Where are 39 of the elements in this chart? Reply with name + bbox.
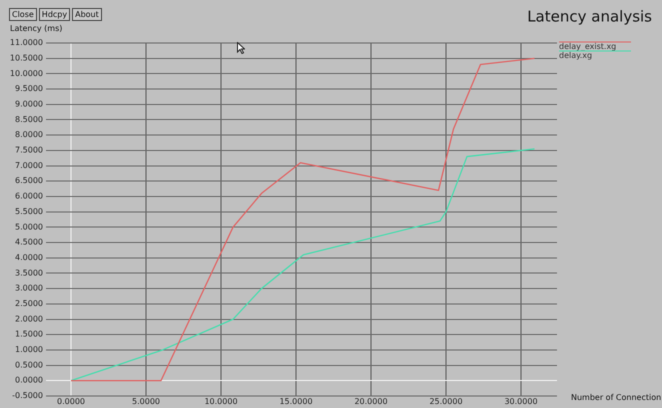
x-tick-label: 25.0000 [429, 396, 463, 406]
y-tick-label: 6.5000 [15, 176, 43, 186]
x-tick-label: 15.0000 [279, 396, 313, 406]
y-tick-label: 8.5000 [15, 114, 43, 124]
y-tick-label: 5.5000 [15, 206, 43, 216]
y-tick-label: 2.5000 [15, 298, 43, 308]
y-tick-label: 3.0000 [15, 284, 43, 293]
y-tick-label: 3.5000 [15, 268, 43, 278]
y-tick-label: -0.5000 [12, 391, 43, 400]
y-tick-label: 10.5000 [10, 53, 43, 62]
y-tick-label: 9.5000 [15, 84, 43, 94]
y-tick-label: 6.0000 [15, 192, 43, 201]
text: Latency analysis [527, 7, 652, 26]
y-tick-label: 0.5000 [15, 360, 43, 370]
y-tick-label: 10.0000 [10, 68, 43, 78]
x-tick-label: 5.0000 [132, 396, 160, 406]
y-tick-label: 4.0000 [15, 252, 43, 262]
y-tick-label: 11.0000 [10, 38, 43, 48]
y-tick-label: 1.0000 [15, 345, 43, 354]
x-tick-label: 0.0000 [57, 396, 85, 406]
y-tick-label: 7.5000 [15, 146, 43, 155]
text: About [72, 8, 102, 21]
y-tick-label: 4.5000 [15, 238, 43, 247]
y-tick-label: 2.0000 [15, 314, 43, 324]
text: Hdcpy [38, 8, 70, 21]
y-tick-label: 9.0000 [15, 99, 43, 108]
x-tick-label: 30.0000 [504, 396, 538, 406]
y-axis-title: Latency (ms) [10, 24, 62, 34]
y-tick-label: 7.0000 [15, 160, 43, 170]
y-tick-label: 5.0000 [15, 222, 43, 232]
text: delay.xg [559, 51, 592, 60]
y-tick-label: 8.0000 [15, 130, 43, 140]
x-tick-label: 10.0000 [204, 396, 238, 406]
text: Close [9, 8, 37, 21]
y-tick-label: 1.5000 [15, 330, 43, 339]
text: delay_exist.xg [559, 42, 616, 52]
x-tick-label: 20.0000 [354, 396, 388, 406]
x-axis-title: Number of Connection [571, 393, 662, 402]
y-tick-label: 0.0000 [15, 376, 43, 385]
